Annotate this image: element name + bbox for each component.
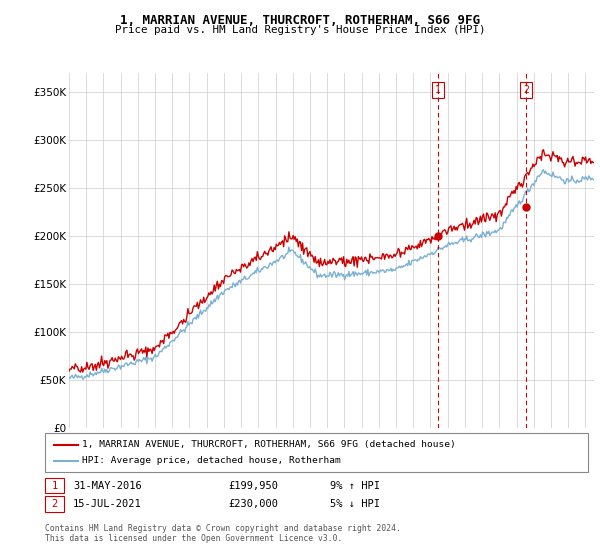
Text: 5% ↓ HPI: 5% ↓ HPI xyxy=(330,499,380,509)
Text: £230,000: £230,000 xyxy=(228,499,278,509)
Text: 1: 1 xyxy=(52,480,58,491)
Text: Contains HM Land Registry data © Crown copyright and database right 2024.
This d: Contains HM Land Registry data © Crown c… xyxy=(45,524,401,543)
Text: 15-JUL-2021: 15-JUL-2021 xyxy=(73,499,142,509)
Text: 1, MARRIAN AVENUE, THURCROFT, ROTHERHAM, S66 9FG: 1, MARRIAN AVENUE, THURCROFT, ROTHERHAM,… xyxy=(120,14,480,27)
Text: HPI: Average price, detached house, Rotherham: HPI: Average price, detached house, Roth… xyxy=(82,456,341,465)
Text: 1: 1 xyxy=(435,85,440,95)
Text: 2: 2 xyxy=(52,499,58,509)
Text: Price paid vs. HM Land Registry's House Price Index (HPI): Price paid vs. HM Land Registry's House … xyxy=(115,25,485,35)
Text: 2: 2 xyxy=(523,85,529,95)
Text: £199,950: £199,950 xyxy=(228,480,278,491)
Text: 9% ↑ HPI: 9% ↑ HPI xyxy=(330,480,380,491)
Text: 31-MAY-2016: 31-MAY-2016 xyxy=(73,480,142,491)
Text: 1, MARRIAN AVENUE, THURCROFT, ROTHERHAM, S66 9FG (detached house): 1, MARRIAN AVENUE, THURCROFT, ROTHERHAM,… xyxy=(82,440,456,449)
